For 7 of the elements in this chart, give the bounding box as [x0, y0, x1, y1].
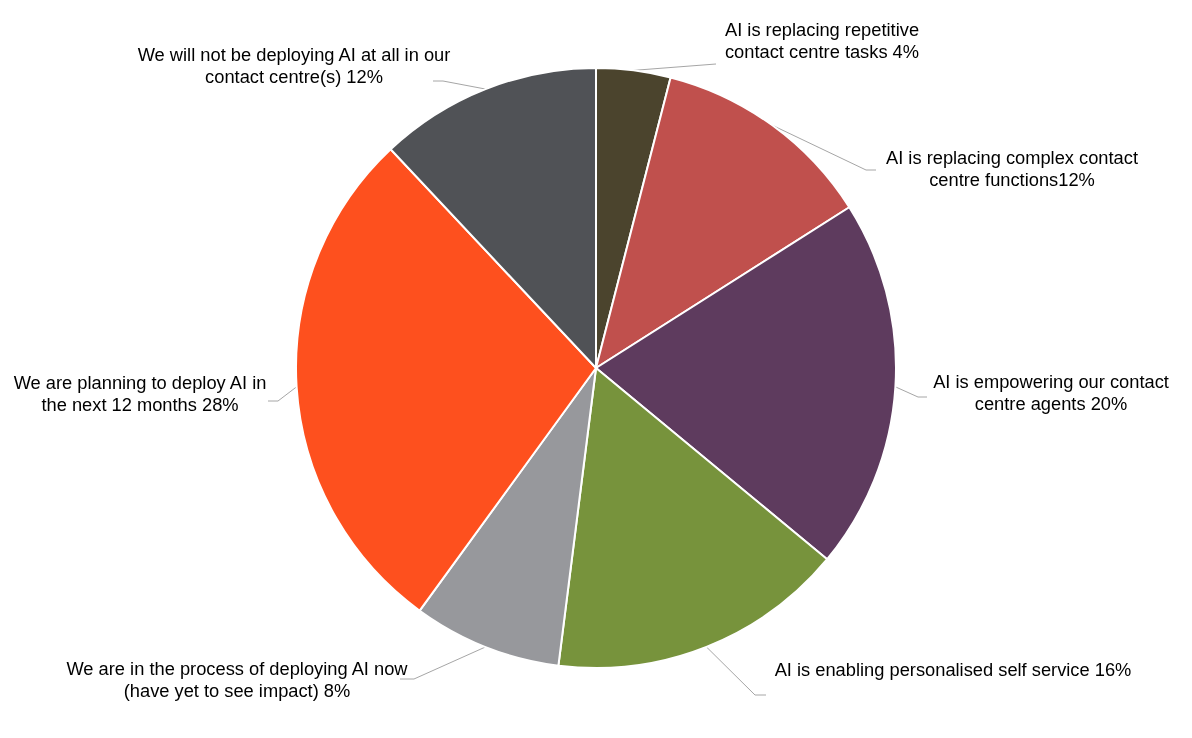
slice-label: AI is enabling personalised self service 16% — [774, 658, 1132, 680]
slice-label: We will not be deploying AI at all in our contact centre(s) 12% — [137, 43, 451, 87]
slice-label: AI is replacing complex contact centre functions12% — [886, 146, 1138, 190]
slice-label: We are in the process of deploying AI now (have yet to see impact) 8% — [66, 657, 409, 701]
slice-label: We are planning to deploy AI in the next 12 months 28% — [13, 371, 267, 415]
slice-label: AI is empowering our contact centre agents 20% — [933, 370, 1169, 414]
slice-label: AI is replacing repetitive contact centre tasks 4% — [724, 18, 920, 62]
